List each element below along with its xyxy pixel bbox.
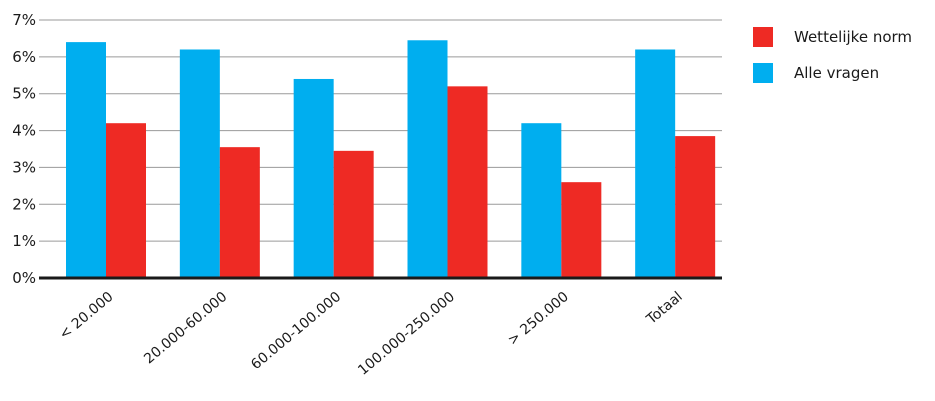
x-axis-ticks: < 20.000 20.000-60.000 60.000-100.000 100.0… xyxy=(56,289,685,379)
x-tick-label: < 20.000 xyxy=(56,289,116,343)
bar-wettelijke-norm xyxy=(219,147,260,278)
x-tick-label: 60.000-100.000 xyxy=(248,289,344,373)
y-tick-label: 7% xyxy=(12,11,36,29)
bar-alle-vragen xyxy=(293,78,334,278)
legend: Wettelijke norm Alle vragen xyxy=(753,26,912,98)
x-tick-label: > 250.000 xyxy=(505,289,572,349)
bar-alle-vragen xyxy=(179,49,220,278)
legend-item-wettelijke-norm: Wettelijke norm xyxy=(753,26,912,48)
bar-alle-vragen xyxy=(521,123,562,278)
y-axis-ticks: 0% 1% 2% 3% 4% 5% 6% 7% xyxy=(12,11,36,287)
y-tick-label: 1% xyxy=(12,232,36,250)
y-tick-label: 0% xyxy=(12,269,36,287)
bar-wettelijke-norm xyxy=(561,182,602,278)
y-tick-label: 5% xyxy=(12,85,36,103)
y-tick-label: 4% xyxy=(12,122,36,140)
x-tick-label: 100.000-250.000 xyxy=(355,289,458,379)
bars xyxy=(66,40,716,279)
legend-swatch xyxy=(753,27,773,47)
bar-wettelijke-norm xyxy=(333,150,374,278)
y-tick-label: 2% xyxy=(12,195,36,213)
x-tick-label: 20.000-60.000 xyxy=(141,289,230,367)
gridlines xyxy=(39,19,722,242)
y-tick-label: 6% xyxy=(12,48,36,66)
bar-wettelijke-norm xyxy=(675,136,716,278)
bar-alle-vragen xyxy=(635,49,676,278)
bar-alle-vragen xyxy=(407,40,448,279)
x-tick-label: Totaal xyxy=(643,289,686,328)
bar-alle-vragen xyxy=(66,42,106,278)
y-tick-label: 3% xyxy=(12,158,36,176)
legend-label: Wettelijke norm xyxy=(794,28,913,46)
bar-wettelijke-norm xyxy=(447,86,488,278)
legend-label: Alle vragen xyxy=(794,64,880,82)
legend-item-alle-vragen: Alle vragen xyxy=(753,62,912,84)
bar-wettelijke-norm xyxy=(106,123,146,278)
legend-swatch xyxy=(753,63,773,83)
